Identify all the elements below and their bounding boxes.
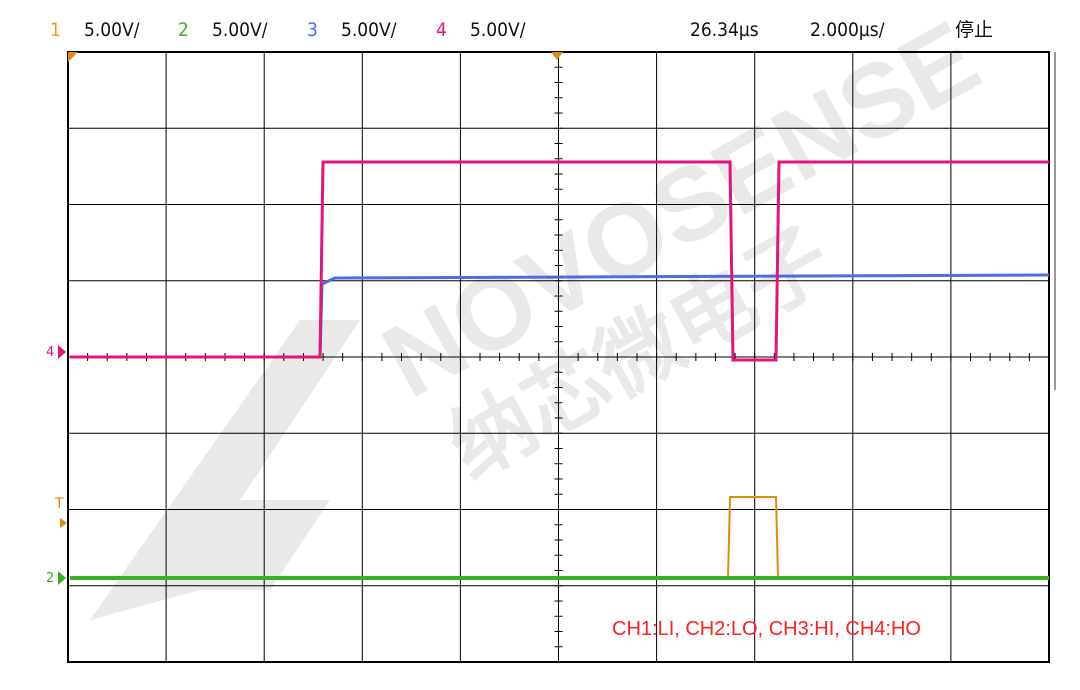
ch1-scale: 5.00V/ [84, 19, 140, 41]
ch4-scale: 5.00V/ [470, 19, 526, 41]
svg-text:T: T [54, 496, 64, 512]
scope-status-bar: 1 5.00V/ 2 5.00V/ 3 5.00V/ 4 5.00V/ 26.3… [0, 0, 1080, 52]
ch2-scale: 5.00V/ [212, 19, 268, 41]
novosense-watermark: NOVOSENSE 纳芯微电子 [90, 0, 997, 620]
svg-text:4: 4 [46, 345, 54, 360]
channel-assignment-note: CH1:LI, CH2:LO, CH3:HI, CH4:HO [612, 618, 921, 640]
acquisition-status: 停止 [955, 19, 994, 41]
ch4-ground-marker: 4 [46, 345, 66, 360]
left-edge-marker [68, 52, 78, 62]
svg-text:2: 2 [46, 571, 54, 586]
delay-readout: 26.34µs [690, 19, 759, 41]
ch3-number: 3 [307, 19, 318, 41]
ch2-number: 2 [178, 19, 189, 41]
novosense-logo-mark [90, 320, 360, 620]
ch2-ground-marker: 2 [46, 571, 66, 586]
ch4-number: 4 [436, 19, 447, 41]
trigger-level-marker: T [54, 496, 67, 528]
ch4-waveform [70, 160, 1049, 362]
timebase-readout: 2.000µs/ [810, 19, 885, 41]
ch3-scale: 5.00V/ [341, 19, 397, 41]
trigger-position-marker [551, 52, 563, 60]
ch1-number: 1 [50, 19, 61, 41]
